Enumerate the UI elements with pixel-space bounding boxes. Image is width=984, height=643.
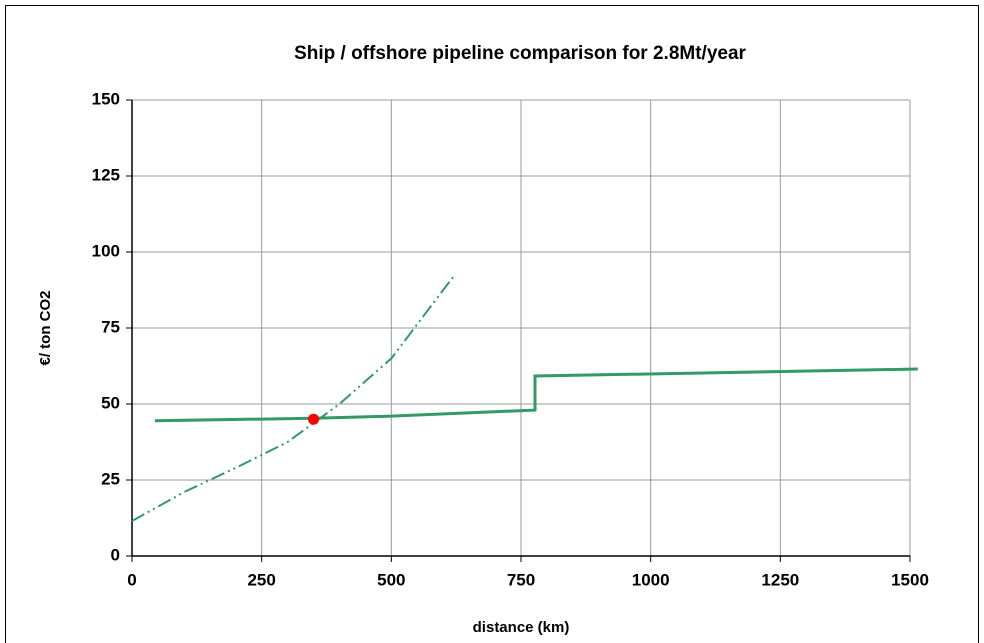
chart-border <box>5 5 979 643</box>
y-axis-label: €/ ton CO2 <box>37 290 54 365</box>
data-line <box>154 367 918 423</box>
x-tick-label: 1000 <box>632 570 670 589</box>
y-tick-label: 150 <box>92 89 120 108</box>
chart-title: Ship / offshore pipeline comparison for … <box>294 43 746 64</box>
data-point <box>308 413 320 425</box>
x-tick-label: 500 <box>377 570 405 589</box>
y-tick-label: 100 <box>92 241 120 260</box>
x-tick-label: 0 <box>127 570 136 589</box>
x-tick-label: 1500 <box>891 570 929 589</box>
x-tick-label: 250 <box>247 570 275 589</box>
data-line <box>131 275 455 522</box>
x-tick-label: 1250 <box>761 570 799 589</box>
y-tick-label: 0 <box>111 545 120 564</box>
x-axis-label: distance (km) <box>473 619 570 636</box>
y-tick-label: 25 <box>101 469 120 488</box>
x-tick-label: 750 <box>507 570 535 589</box>
y-tick-label: 75 <box>101 317 120 336</box>
y-tick-label: 125 <box>92 165 120 184</box>
y-tick-label: 50 <box>101 393 120 412</box>
